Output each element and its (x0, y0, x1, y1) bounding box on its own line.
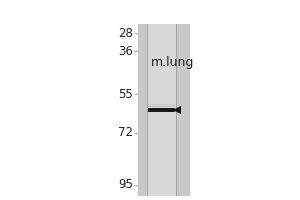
Bar (148, 106, 175, 107)
Bar (147, 24, 176, 196)
Text: 55: 55 (118, 88, 133, 101)
Text: m.lung: m.lung (152, 56, 195, 69)
Bar (139, 24, 190, 196)
Text: 36: 36 (118, 45, 133, 58)
Bar (148, 104, 175, 105)
Bar (148, 108, 175, 112)
Text: 28: 28 (118, 27, 133, 40)
Text: 95: 95 (118, 178, 133, 191)
Text: 72: 72 (118, 126, 133, 139)
